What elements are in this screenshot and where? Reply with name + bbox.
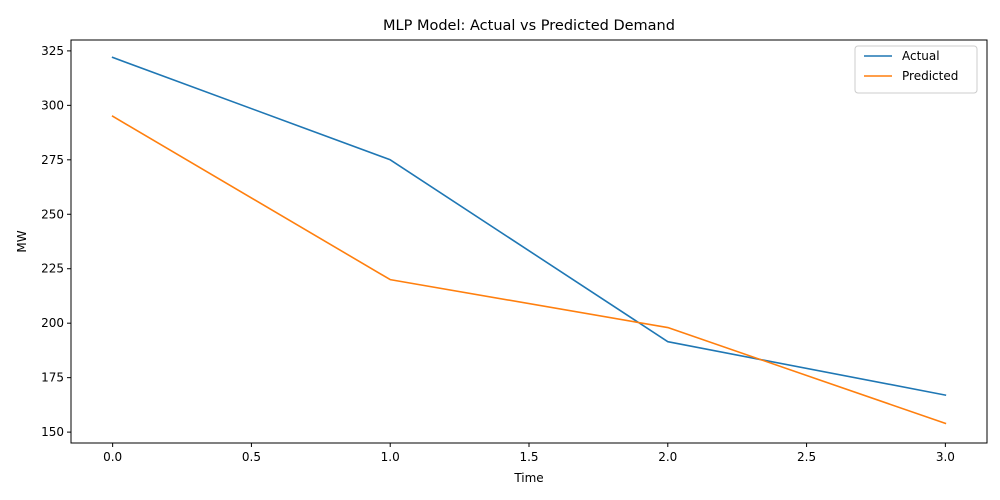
- y-tick-label: 200: [41, 316, 64, 330]
- y-tick-label: 300: [41, 98, 64, 112]
- chart-title: MLP Model: Actual vs Predicted Demand: [383, 18, 675, 34]
- x-tick-label: 1.0: [381, 450, 400, 464]
- x-tick-label: 3.0: [936, 450, 955, 464]
- legend-entry: Actual: [902, 49, 940, 63]
- x-axis-label: Time: [513, 471, 543, 485]
- x-tick-label: 2.5: [797, 450, 816, 464]
- x-tick-label: 0.5: [242, 450, 261, 464]
- y-tick-label: 250: [41, 207, 64, 221]
- plot-frame: [70, 39, 988, 444]
- x-tick-label: 0.0: [103, 450, 122, 464]
- series-line-predicted: [111, 115, 947, 425]
- legend-box: [854, 45, 978, 94]
- series-layer: [111, 56, 947, 425]
- x-tick-label: 1.5: [519, 450, 538, 464]
- y-axis: 150 175 200 225 250 275 300 325: [41, 44, 71, 439]
- series-line-actual: [111, 56, 947, 397]
- y-tick-label: 150: [41, 425, 64, 439]
- y-axis-label: MW: [15, 230, 29, 252]
- y-tick-label: 225: [41, 262, 64, 276]
- y-tick-label: 175: [41, 371, 64, 385]
- legend-entry: Predicted: [902, 69, 958, 83]
- legend: Actual Predicted: [854, 45, 978, 94]
- y-tick-label: 275: [41, 153, 64, 167]
- x-axis: 0.0 0.5 1.0 1.5 2.0 2.5 3.0: [103, 443, 955, 464]
- y-tick-label: 325: [41, 44, 64, 58]
- x-tick-label: 2.0: [658, 450, 677, 464]
